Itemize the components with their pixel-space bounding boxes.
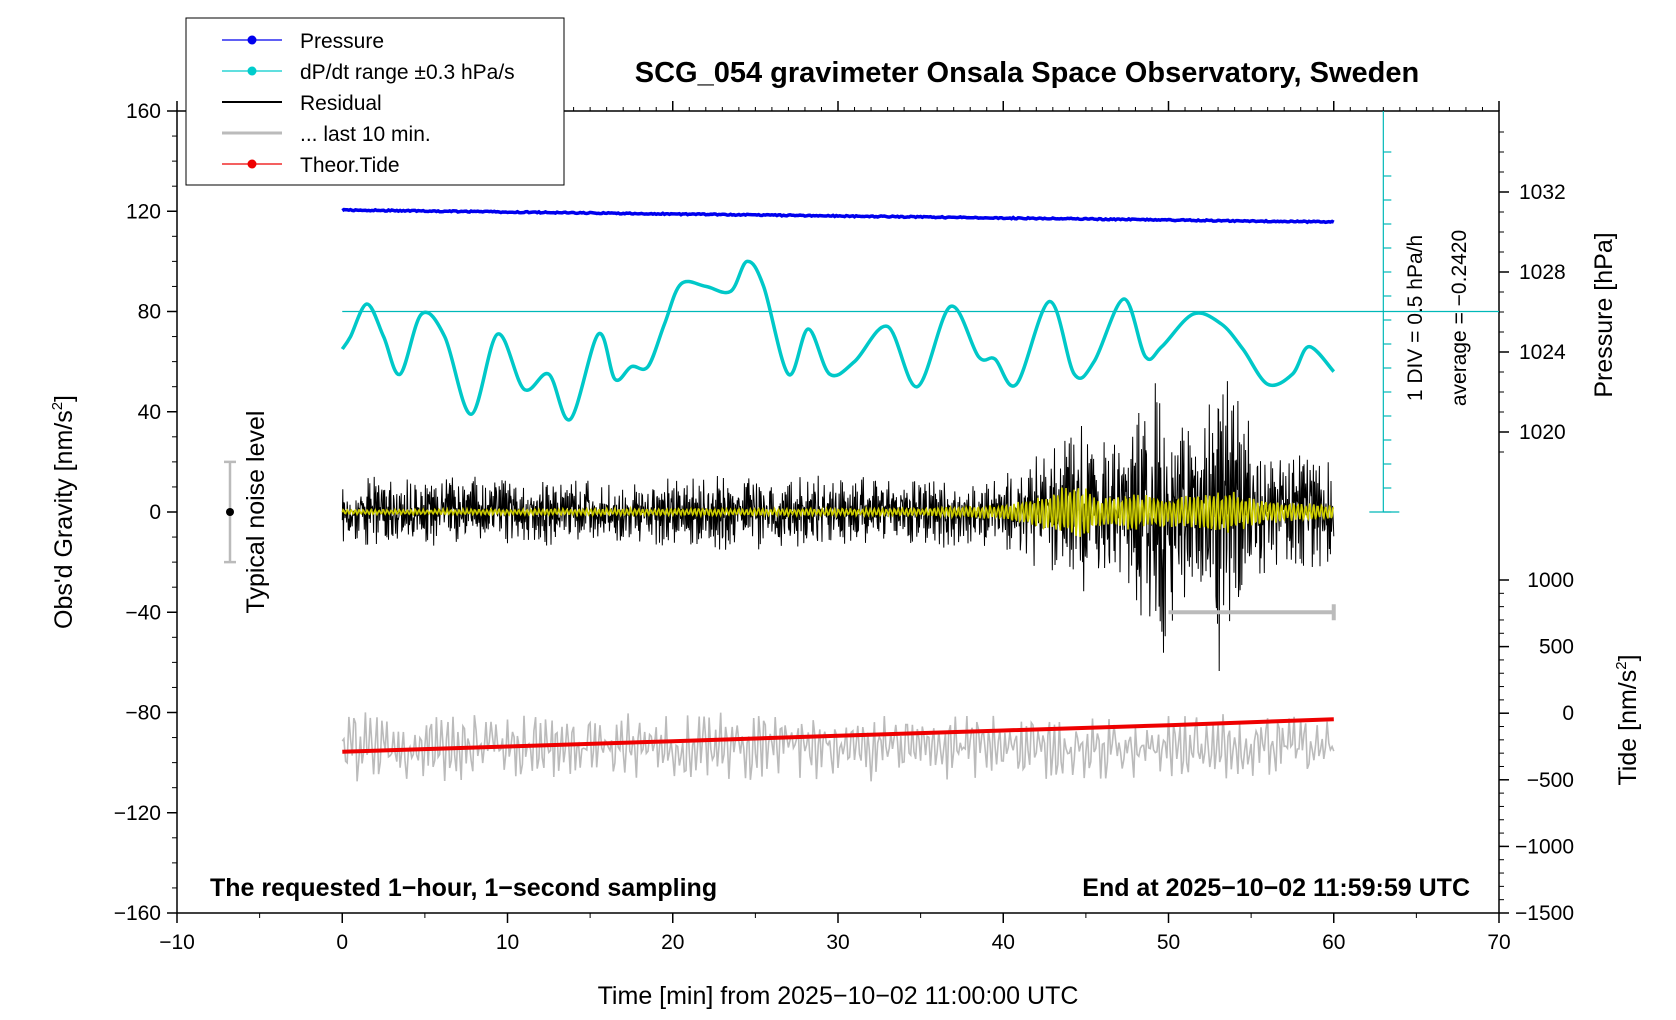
- pressure-series-line: [341, 207, 1335, 225]
- legend-label: dP/dt range ±0.3 hPa/s: [300, 61, 515, 84]
- y-tick-label: 120: [126, 200, 161, 223]
- x-tick-label: 30: [826, 931, 849, 954]
- tide-series-line: [342, 717, 1334, 754]
- data-series: [340, 111, 1499, 782]
- y-tick-label: −40: [125, 601, 161, 624]
- pressure-tick-label: 1032: [1519, 181, 1566, 204]
- legend-swatch-marker: [247, 159, 257, 169]
- y-tick-label: 40: [138, 401, 161, 424]
- x-axis-title: Time [min] from 2025−10−02 11:00:00 UTC: [598, 982, 1079, 1010]
- tide-tick-label: 0: [1562, 702, 1574, 725]
- legend-label: Residual: [300, 92, 382, 115]
- axis-ticks: −10 0 10 20 30 40 50 60 7016012080400−40−80−120−…: [114, 100, 1574, 954]
- y-axis-title-pressure: Pressure [hPa]: [1590, 232, 1618, 397]
- x-tick-label: 40: [992, 931, 1015, 954]
- x-tick-label: 20: [661, 931, 684, 954]
- y-tick-label: 80: [138, 301, 161, 324]
- residual-series-line: [341, 381, 1335, 672]
- tide-tick-label: 1000: [1527, 569, 1574, 592]
- y-tick-label: −120: [114, 802, 161, 825]
- x-tick-label: −10: [159, 931, 195, 954]
- y-axis-title-left-main: Obs'd Gravity [nm/s: [50, 410, 78, 629]
- y-axis-title-tide-close: ]: [1614, 654, 1642, 661]
- pressure-tick-label: 1020: [1519, 421, 1566, 444]
- y-axis-title-tide-main: Tide [nm/s: [1614, 670, 1642, 786]
- legend-entries: Pressure dP/dt range ±0.3 hPa/s Residual..…: [222, 30, 515, 177]
- legend-label: ... last 10 min.: [300, 123, 431, 146]
- last10-series-line: [341, 712, 1335, 782]
- chart-title: SCG_054 gravimeter Onsala Space Observat…: [635, 57, 1419, 89]
- x-tick-label: 60: [1322, 931, 1345, 954]
- y-axis-title-left-sup: 2: [49, 402, 66, 410]
- legend-swatch-marker: [247, 66, 257, 76]
- tide-tick-label: −500: [1527, 769, 1574, 792]
- noise-dot: [226, 508, 234, 516]
- pressure-tick-label: 1024: [1519, 341, 1566, 364]
- y-axis-title-tide: Tide [nm/s2]: [1613, 654, 1642, 785]
- x-tick-label: 0: [336, 931, 348, 954]
- residual-smoothed-line: [341, 487, 1335, 537]
- scale-note-div: 1 DIV = 0.5 hPa/h: [1404, 235, 1427, 401]
- noise-level-indicator: Typical noise level: [224, 411, 270, 614]
- legend-label: Theor.Tide: [300, 154, 400, 177]
- tide-tick-label: −1000: [1515, 835, 1574, 858]
- legend-swatch-marker: [247, 35, 257, 45]
- dpdt-series-line: [340, 259, 1336, 422]
- y-axis-title-left-close: ]: [50, 395, 78, 402]
- y-tick-label: 160: [126, 100, 161, 123]
- y-tick-label: −160: [114, 902, 161, 925]
- x-tick-label: 10: [496, 931, 519, 954]
- y-axis-title-tide-sup: 2: [1613, 661, 1630, 669]
- pressure-tick-label: 1028: [1519, 261, 1566, 284]
- legend-label: Pressure: [300, 30, 384, 53]
- x-tick-label: 50: [1157, 931, 1180, 954]
- tide-tick-label: −1500: [1515, 902, 1574, 925]
- legend: Pressure dP/dt range ±0.3 hPa/s Residual..…: [185, 17, 565, 186]
- y-tick-label: −80: [125, 702, 161, 725]
- x-tick-label: 70: [1487, 931, 1510, 954]
- y-axis-title-left: Obs'd Gravity [nm/s2]: [49, 395, 78, 629]
- noise-label: Typical noise level: [242, 411, 270, 614]
- tide-tick-label: 500: [1539, 636, 1574, 659]
- y-tick-label: 0: [149, 501, 161, 524]
- scale-note-average: average = −0.2420: [1448, 230, 1471, 406]
- note-left: The requested 1−hour, 1−second sampling: [210, 874, 717, 902]
- note-right: End at 2025−10−02 11:59:59 UTC: [1082, 874, 1470, 902]
